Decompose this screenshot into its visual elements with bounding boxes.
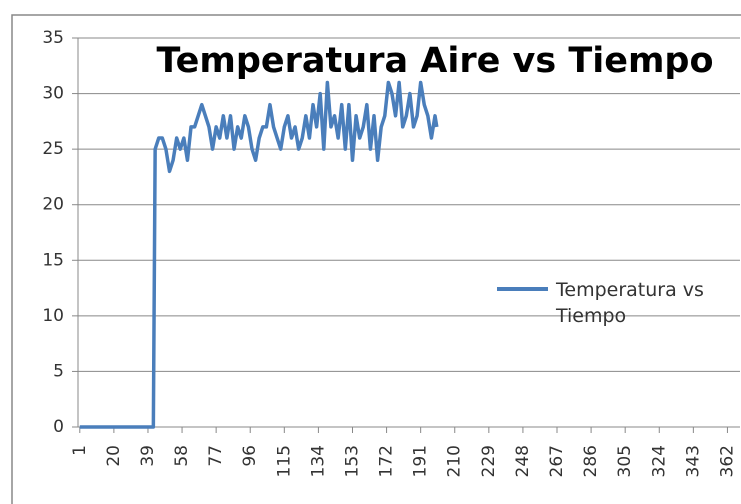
x-tick-label: 77 <box>206 445 226 467</box>
x-tick-label: 134 <box>308 445 328 477</box>
x-tick-label: 153 <box>342 445 362 477</box>
x-tick-label: 248 <box>513 445 533 477</box>
y-tick-label: 0 <box>53 417 64 437</box>
x-tick-label: 362 <box>717 445 737 477</box>
y-tick-label: 20 <box>42 195 64 215</box>
chart-frame <box>11 14 741 504</box>
x-tick-label: 286 <box>581 445 601 477</box>
y-tick-label: 35 <box>42 28 64 48</box>
x-tick-label: 343 <box>683 445 703 477</box>
x-tick-label: 191 <box>411 445 431 477</box>
x-tick-label: 20 <box>104 445 124 467</box>
legend-label: Temperatura vs Tiempo <box>556 279 704 327</box>
y-tick-label: 15 <box>42 250 64 270</box>
data-line <box>79 80 439 429</box>
x-tick-label: 210 <box>445 445 465 477</box>
x-tick-label: 172 <box>377 445 397 477</box>
x-tick-label: 96 <box>240 445 260 467</box>
chart-title: Temperatura Aire vs Tiempo <box>156 41 713 81</box>
y-tick-label: 5 <box>53 361 64 381</box>
x-tick-label: 324 <box>649 445 669 477</box>
x-tick-label: 1 <box>70 445 90 456</box>
y-tick-label: 30 <box>42 84 64 104</box>
y-tick-label: 25 <box>42 139 64 159</box>
x-tick-label: 115 <box>274 445 294 477</box>
x-tick-label: 267 <box>547 445 567 477</box>
x-tick-label: 305 <box>615 445 635 477</box>
x-tick-label: 58 <box>172 445 192 467</box>
y-tick-label: 10 <box>42 306 64 326</box>
x-tick-label: 229 <box>479 445 499 477</box>
x-tick-label: 39 <box>138 445 158 467</box>
